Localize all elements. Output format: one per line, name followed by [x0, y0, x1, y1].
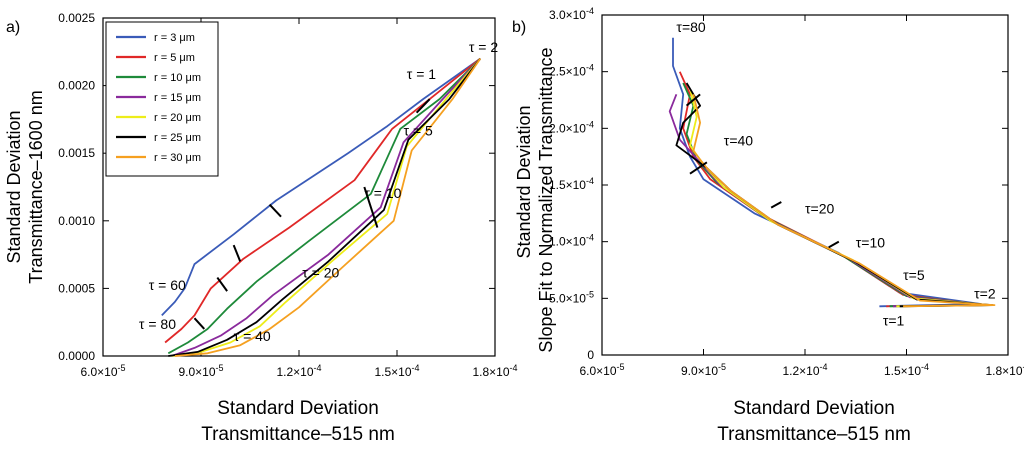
panel-a-series-r30 [174, 58, 482, 357]
panel-b-tau-annotation: τ=80 [676, 19, 705, 35]
panel-a-xtick-label: 6.0×10-5 [80, 363, 125, 379]
panel-b-xtick-label: 9.0×10-5 [681, 362, 726, 378]
panel-b-tau-annotation: τ=20 [805, 200, 834, 216]
panel-a-xtick-label: 1.8×10-4 [472, 363, 517, 379]
panel-a-tau-annotation: τ = 20 [302, 265, 339, 281]
panel-a-series-r3 [161, 57, 481, 317]
panel-b-series-r3 [672, 37, 982, 308]
panel-a-label: a) [6, 19, 20, 36]
panel-a-ytick-label: 0.0000 [58, 349, 95, 363]
legend-label-r3: r = 3 μm [154, 32, 195, 44]
panel-b-plot: 6.0×10-5 9.0×10-5 1.2×10-4 1.5×10-4 1.8×10-4… [549, 6, 1024, 378]
panel-a-ytick-label: 0.0005 [58, 281, 95, 295]
legend-label-r10: r = 10 μm [154, 72, 201, 84]
panel-a-tau-annotation: τ = 2 [469, 39, 498, 55]
panel-b-xtick-label: 1.2×10-4 [782, 362, 827, 378]
panel-b-ytick-label: 2.0×10-4 [549, 119, 594, 135]
panel-a-tau-dash [268, 203, 282, 218]
panel-a-xtick-label: 1.5×10-4 [374, 363, 419, 379]
panel-a-series-r25 [168, 58, 482, 357]
panel-a-xlabel-line2: Transmittance–515 nm [201, 424, 395, 445]
legend-label-r15: r = 15 μm [154, 92, 201, 104]
panel-a-tau-dash [363, 186, 379, 228]
panel-b-xlabel-line1: Standard Deviation [733, 398, 895, 419]
panel-a-legend: r = 3 μm r = 5 μm r = 10 μm r = 15 μm r = 20… [105, 21, 219, 177]
panel-a-tau-annotation: τ = 5 [404, 123, 433, 139]
panel-a-tau-dash [415, 98, 431, 114]
panel-a-ylabel-line2: Transmittance–1600 nm [26, 90, 46, 283]
panel-b-tau-dash [689, 161, 708, 175]
legend-label-r25: r = 25 μm [154, 132, 201, 144]
panel-b-ytick-label: 0 [587, 348, 594, 362]
panel-b-tau-dash [828, 240, 840, 249]
panel-a-ytick-label: 0.0025 [58, 11, 95, 25]
panel-b-ytick-label: 3.0×10-4 [549, 6, 594, 22]
panel-b-tau-annotation: τ=1 [883, 313, 905, 329]
legend-label-r30: r = 30 μm [154, 152, 201, 164]
panel-b-tau-annotation: τ=5 [903, 267, 925, 283]
panel-a-series-r5 [164, 57, 481, 344]
panel-b-ylabel-line2: Slope Fit to Normalized Transmittance [536, 47, 556, 352]
panel-a-xtick-label: 1.2×10-4 [276, 363, 321, 379]
panel-b-ylabel-line1: Standard Deviation [514, 105, 534, 258]
legend-label-r5: r = 5 μm [154, 52, 195, 64]
panel-b-tau-annotation: τ=2 [974, 285, 996, 301]
panel-b-xtick-label: 1.8×10-4 [985, 362, 1024, 378]
panel-b-series-r10 [682, 82, 989, 308]
panel-a-ylabel-line1: Standard Deviation [4, 110, 24, 263]
panel-b-ytick-label: 2.5×10-4 [549, 63, 594, 79]
panel-b-tau-annotation: τ=40 [724, 132, 753, 148]
legend-box [105, 21, 219, 177]
panel-a-tau-dash [193, 317, 206, 330]
panel-b-tau-dash [685, 93, 701, 107]
panel-a: a) Standard Deviation Transmittance–1600… [4, 11, 518, 445]
panel-b-ytick-label: 5.0×10-5 [549, 289, 594, 305]
panel-a-tau-dash [216, 276, 228, 292]
panel-b-xlabel-line2: Transmittance–515 nm [717, 424, 911, 445]
panel-b-series-r30 [692, 94, 996, 308]
panel-a-ytick-label: 0.0015 [58, 146, 95, 160]
panel-a-ytick-label: 0.0010 [58, 214, 95, 228]
panel-a-tau-annotation: τ = 40 [234, 328, 271, 344]
panel-a-ytick-label: 0.0020 [58, 79, 95, 93]
panel-a-series-r15 [171, 57, 481, 357]
panel-b-xtick-label: 6.0×10-5 [579, 362, 624, 378]
panel-a-tau-dash [232, 244, 242, 262]
panel-a-tau-annotation: τ = 80 [139, 316, 176, 332]
panel-a-tau-annotation: τ = 10 [364, 185, 401, 201]
panel-a-xtick-label: 9.0×10-5 [178, 363, 223, 379]
panel-b-ytick-label: 1.5×10-4 [549, 176, 594, 192]
panel-a-xlabel-line1: Standard Deviation [217, 398, 379, 419]
panel-a-plot: 6.0×10-5 9.0×10-5 1.2×10-4 1.5×10-4 1.8×10-4… [58, 11, 517, 379]
panel-b: b) Standard Deviation Slope Fit to Norma… [512, 6, 1024, 445]
panel-b-series-r25 [675, 82, 994, 308]
legend-label-r20: r = 20 μm [154, 112, 201, 124]
panel-a-series-r10 [167, 57, 481, 355]
panel-b-tau-annotation: τ=10 [856, 234, 885, 250]
panel-a-tau-annotation: τ = 60 [149, 277, 186, 293]
panel-b-label: b) [512, 19, 526, 36]
panel-b-xtick-label: 1.5×10-4 [884, 362, 929, 378]
panel-b-ytick-label: 1.0×10-4 [549, 233, 594, 249]
panel-a-tau-annotation: τ = 1 [407, 66, 436, 82]
panel-b-tau-dash [770, 201, 782, 209]
